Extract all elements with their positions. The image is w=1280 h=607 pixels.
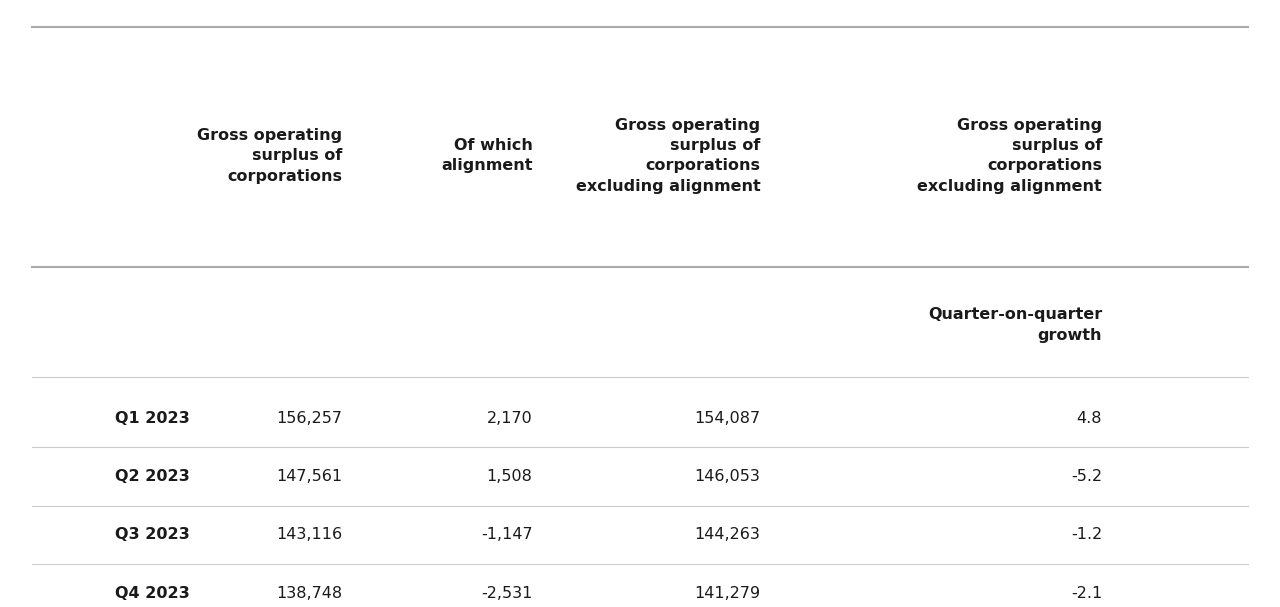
Text: -5.2: -5.2 <box>1071 469 1102 484</box>
Text: -2.1: -2.1 <box>1071 586 1102 601</box>
Text: 2,170: 2,170 <box>486 411 532 426</box>
Text: -1.2: -1.2 <box>1071 527 1102 542</box>
Text: 4.8: 4.8 <box>1076 411 1102 426</box>
Text: Gross operating
surplus of
corporations: Gross operating surplus of corporations <box>197 128 343 183</box>
Text: Of which
alignment: Of which alignment <box>440 138 532 174</box>
Text: -2,531: -2,531 <box>481 586 532 601</box>
Text: Q3 2023: Q3 2023 <box>115 527 189 542</box>
Text: 147,561: 147,561 <box>276 469 343 484</box>
Text: Q1 2023: Q1 2023 <box>115 411 189 426</box>
Text: 144,263: 144,263 <box>695 527 760 542</box>
Text: Quarter-on-quarter
growth: Quarter-on-quarter growth <box>928 307 1102 342</box>
Text: 146,053: 146,053 <box>695 469 760 484</box>
Text: Gross operating
surplus of
corporations
excluding alignment: Gross operating surplus of corporations … <box>918 118 1102 194</box>
Text: 143,116: 143,116 <box>276 527 343 542</box>
Text: 156,257: 156,257 <box>276 411 343 426</box>
Text: -1,147: -1,147 <box>481 527 532 542</box>
Text: 154,087: 154,087 <box>694 411 760 426</box>
Text: Gross operating
surplus of
corporations
excluding alignment: Gross operating surplus of corporations … <box>576 118 760 194</box>
Text: 1,508: 1,508 <box>486 469 532 484</box>
Text: 141,279: 141,279 <box>694 586 760 601</box>
Text: Q2 2023: Q2 2023 <box>115 469 189 484</box>
Text: Q4 2023: Q4 2023 <box>115 586 189 601</box>
Text: 138,748: 138,748 <box>276 586 343 601</box>
